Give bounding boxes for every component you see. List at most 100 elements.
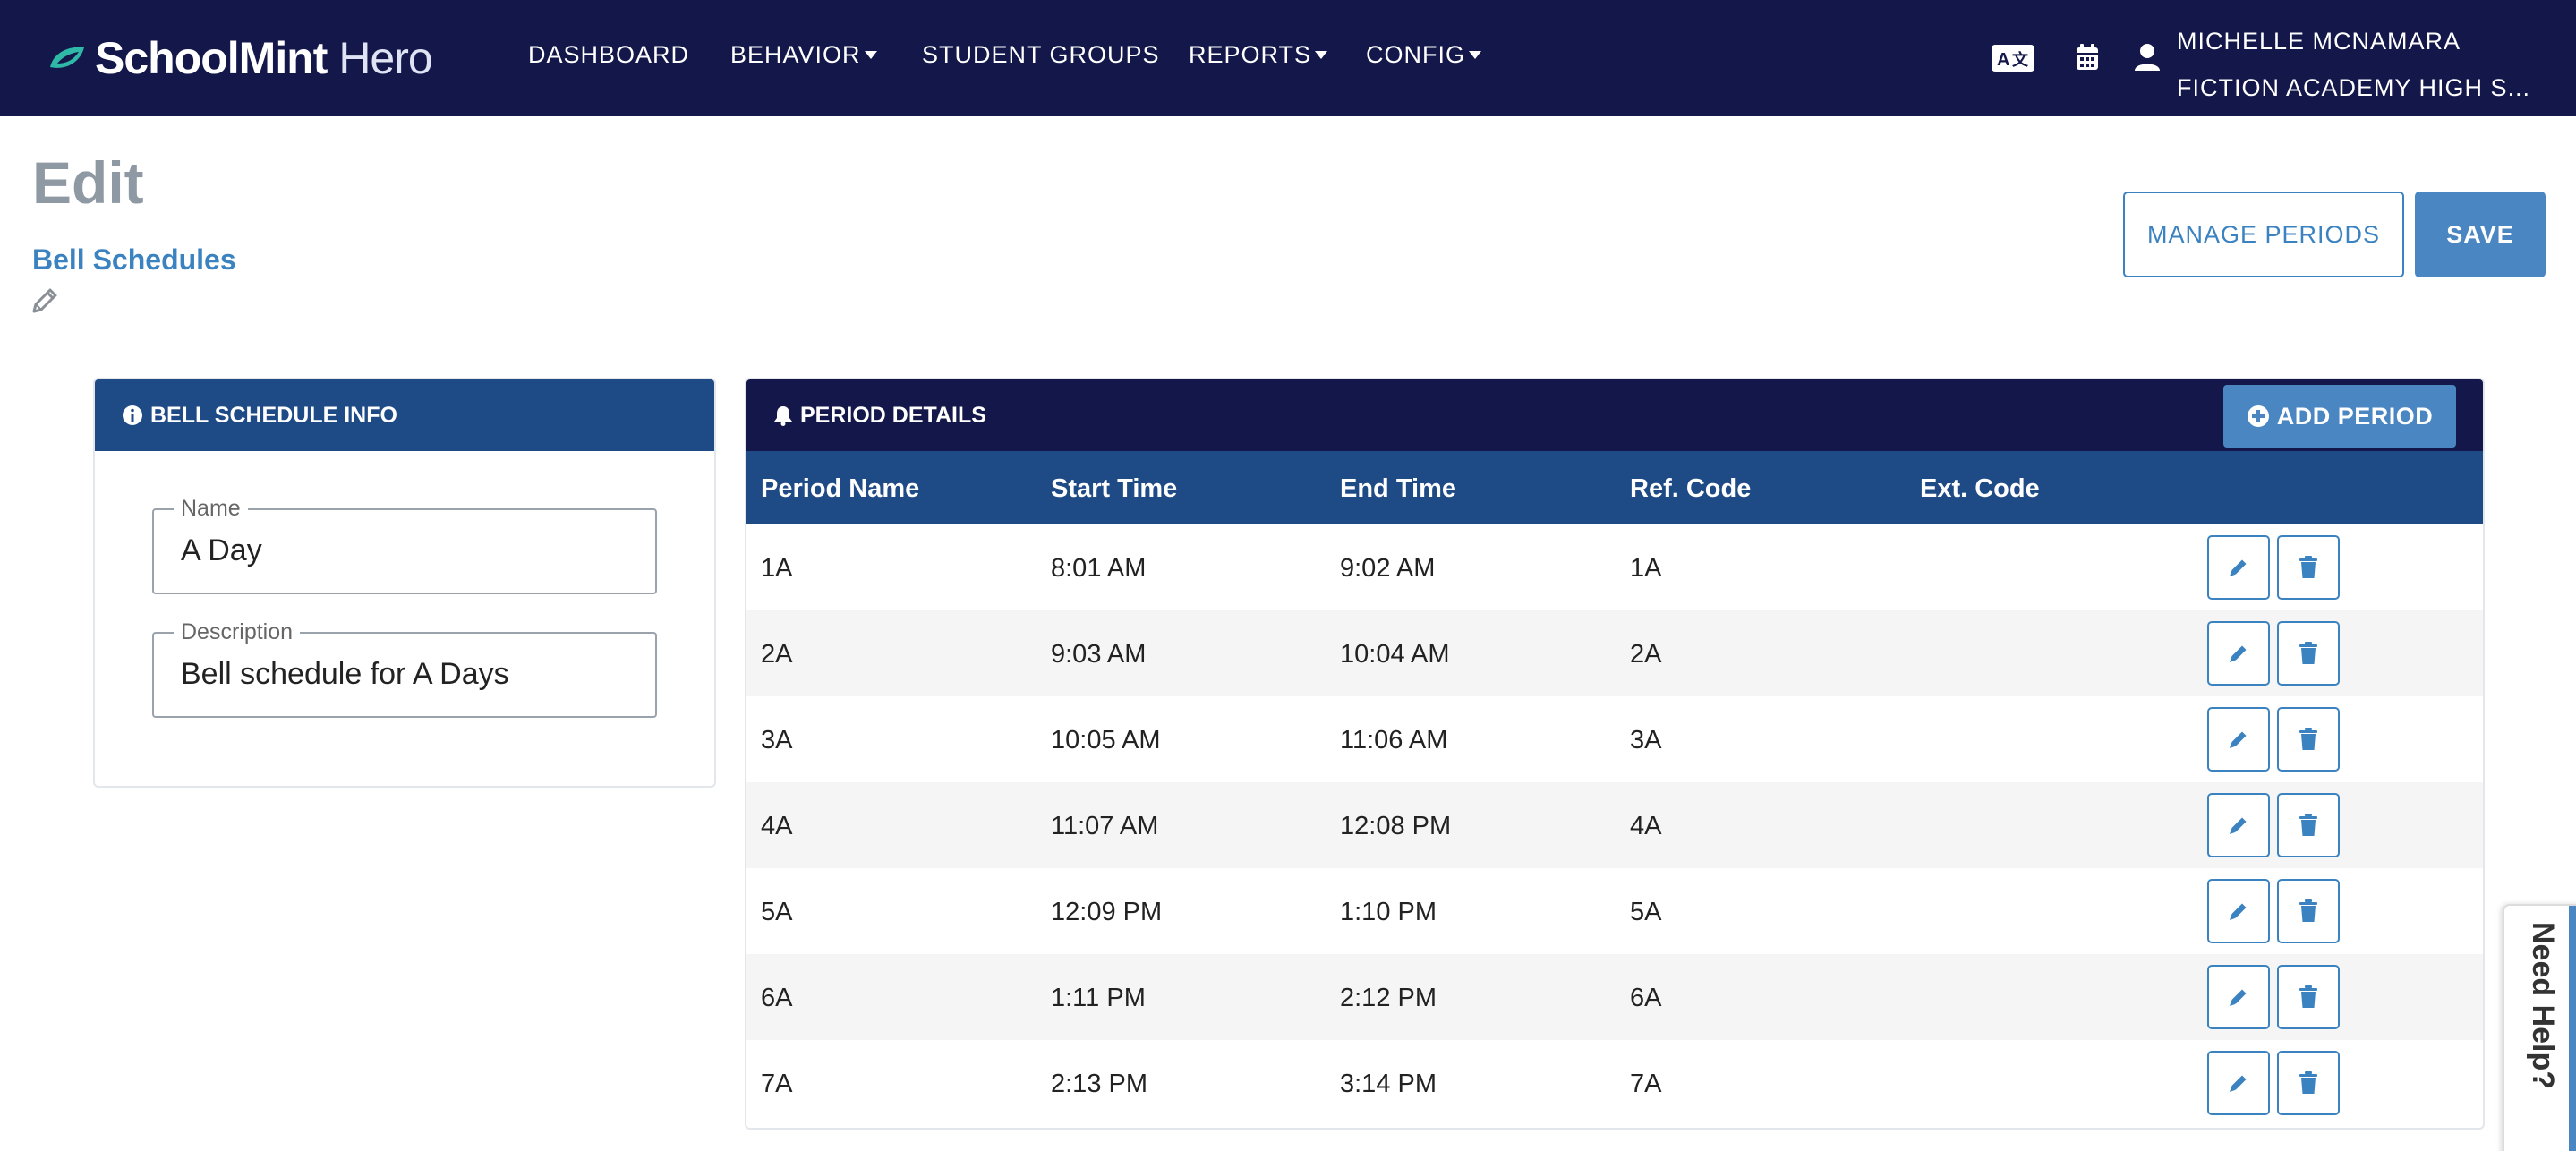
period-details-header: PERIOD DETAILS ADD PERIOD [746, 379, 2483, 451]
edit-pencil-icon [2230, 817, 2247, 834]
edit-period-button[interactable] [2207, 707, 2270, 772]
caret-down-icon [1469, 51, 1481, 59]
delete-period-button[interactable] [2277, 1051, 2340, 1115]
description-field-label: Description [174, 619, 301, 645]
add-period-label: ADD PERIOD [2276, 402, 2434, 430]
cell-ref: 4A [1630, 812, 1662, 840]
edit-period-button[interactable] [2207, 1051, 2270, 1115]
delete-period-button[interactable] [2277, 965, 2340, 1029]
column-header-ref-code[interactable]: Ref. Code [1630, 474, 1752, 503]
cell-name: 2A [761, 640, 793, 669]
cell-ref: 7A [1630, 1070, 1662, 1098]
caret-down-icon [1315, 51, 1328, 59]
svg-text:A: A [1997, 50, 2009, 70]
bell-schedule-info-header: BELL SCHEDULE INFO [95, 379, 714, 451]
cell-ref: 6A [1630, 984, 1662, 1012]
manage-periods-button[interactable]: MANAGE PERIODS [2123, 192, 2404, 277]
nav-dashboard[interactable]: DASHBOARD [528, 41, 689, 69]
trash-icon [2299, 985, 2317, 1008]
need-help-accent-bar [2569, 906, 2576, 1151]
leaf-logo-icon [50, 47, 84, 68]
period-details-card: PERIOD DETAILS ADD PERIOD Period Name St… [745, 378, 2485, 1130]
cell-ref: 3A [1630, 726, 1662, 755]
column-header-ext-code[interactable]: Ext. Code [1920, 474, 2040, 503]
trash-icon [2299, 814, 2317, 836]
trash-icon [2299, 1071, 2317, 1094]
period-table-body: 1A 8:01 AM 9:02 AM 1A 2A 9:03 AM 10:04 AM 2A 3A 1… [746, 524, 2483, 1126]
cell-start: 9:03 AM [1051, 640, 1147, 669]
table-row: 6A 1:11 PM 2:12 PM 6A [746, 954, 2483, 1040]
nav-student-groups-label: STUDENT GROUPS [922, 41, 1160, 68]
edit-period-button[interactable] [2207, 621, 2270, 686]
breadcrumb-bell-schedules[interactable]: Bell Schedules [32, 243, 236, 276]
nav-reports-label: REPORTS [1189, 41, 1312, 68]
cell-start: 8:01 AM [1051, 554, 1147, 583]
trash-icon [2299, 556, 2317, 578]
cell-ref: 2A [1630, 640, 1662, 669]
save-button[interactable]: SAVE [2415, 192, 2546, 277]
edit-pencil-icon [2230, 989, 2247, 1006]
cell-start: 2:13 PM [1051, 1070, 1147, 1098]
nav-reports[interactable]: REPORTS [1189, 41, 1328, 69]
user-account-menu[interactable]: MICHELLE MCNAMARA FICTION ACADEMY HIGH S… [2177, 18, 2544, 111]
nav-behavior[interactable]: BEHAVIOR [730, 41, 877, 69]
calendar-icon[interactable] [2075, 43, 2100, 72]
nav-behavior-label: BEHAVIOR [730, 41, 861, 68]
table-row: 4A 11:07 AM 12:08 PM 4A [746, 782, 2483, 868]
cell-start: 10:05 AM [1051, 726, 1161, 755]
need-help-label: Need Help? [2526, 922, 2560, 1090]
cell-ref: 5A [1630, 898, 1662, 926]
cell-end: 1:10 PM [1340, 898, 1437, 926]
nav-config-label: CONFIG [1366, 41, 1465, 68]
edit-period-button[interactable] [2207, 965, 2270, 1029]
nav-config[interactable]: CONFIG [1366, 41, 1481, 69]
cell-name: 7A [761, 1070, 793, 1098]
schoolmint-logo[interactable]: SchoolMint Hero [45, 30, 433, 86]
table-row: 3A 10:05 AM 11:06 AM 3A [746, 696, 2483, 782]
trash-icon [2299, 642, 2317, 664]
edit-pencil-icon [2230, 645, 2247, 662]
translate-icon[interactable]: A 文 [1991, 41, 2035, 75]
table-row: 2A 9:03 AM 10:04 AM 2A [746, 610, 2483, 696]
cell-name: 3A [761, 726, 793, 755]
top-navigation-bar: SchoolMint Hero DASHBOARD BEHAVIOR STUDE… [0, 0, 2576, 116]
edit-pencil-icon [2230, 903, 2247, 920]
delete-period-button[interactable] [2277, 793, 2340, 857]
cell-end: 9:02 AM [1340, 554, 1436, 583]
user-name: MICHELLE MCNAMARA [2177, 28, 2461, 55]
description-field[interactable]: Description Bell schedule for A Days [152, 619, 657, 718]
name-field[interactable]: Name A Day [152, 496, 657, 594]
bell-schedule-info-card: BELL SCHEDULE INFO Name A Day Descriptio… [93, 378, 716, 788]
delete-period-button[interactable] [2277, 535, 2340, 600]
info-circle-icon [123, 405, 142, 425]
user-icon[interactable] [2134, 43, 2161, 72]
delete-period-button[interactable] [2277, 621, 2340, 686]
cell-name: 4A [761, 812, 793, 840]
edit-pencil-icon[interactable] [30, 285, 61, 315]
column-header-period-name[interactable]: Period Name [761, 474, 920, 503]
nav-dashboard-label: DASHBOARD [528, 41, 690, 68]
period-details-title: PERIOD DETAILS [800, 402, 986, 428]
bell-schedule-info-title: BELL SCHEDULE INFO [150, 402, 397, 428]
column-header-start-time[interactable]: Start Time [1051, 474, 1178, 503]
nav-student-groups[interactable]: STUDENT GROUPS [922, 41, 1160, 69]
bell-icon [774, 406, 792, 426]
plus-circle-icon [2247, 405, 2269, 427]
add-period-button[interactable]: ADD PERIOD [2223, 385, 2456, 448]
column-header-end-time[interactable]: End Time [1340, 474, 1456, 503]
period-table-header: Period Name Start Time End Time Ref. Cod… [746, 451, 2483, 524]
table-row: 1A 8:01 AM 9:02 AM 1A [746, 524, 2483, 610]
cell-end: 11:06 AM [1340, 726, 1448, 755]
edit-period-button[interactable] [2207, 535, 2270, 600]
need-help-tab[interactable]: Need Help? [2503, 904, 2576, 1151]
name-field-value: A Day [181, 533, 262, 567]
edit-pencil-icon [2230, 559, 2247, 576]
table-row: 5A 12:09 PM 1:10 PM 5A [746, 868, 2483, 954]
edit-period-button[interactable] [2207, 793, 2270, 857]
cell-name: 5A [761, 898, 793, 926]
logo-text-bold: SchoolMint [95, 33, 328, 83]
cell-end: 10:04 AM [1340, 640, 1450, 669]
delete-period-button[interactable] [2277, 879, 2340, 943]
delete-period-button[interactable] [2277, 707, 2340, 772]
edit-period-button[interactable] [2207, 879, 2270, 943]
